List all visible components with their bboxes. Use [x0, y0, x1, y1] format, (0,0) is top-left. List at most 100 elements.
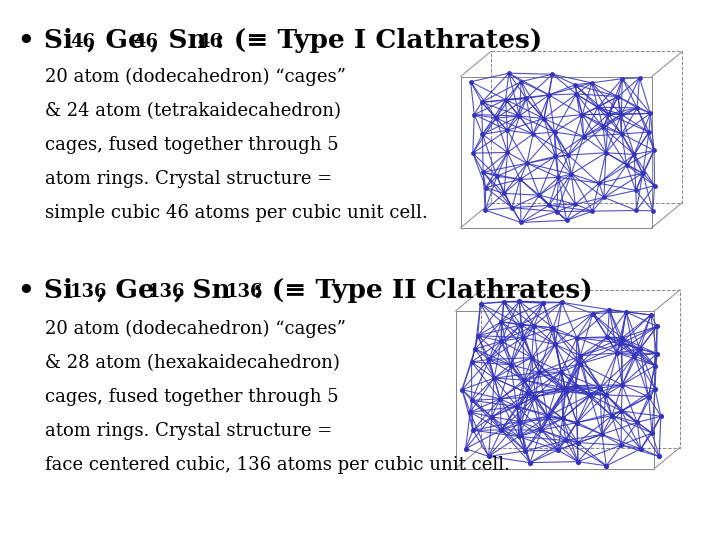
- Point: [524, 458, 536, 467]
- Point: [570, 200, 581, 208]
- Point: [517, 333, 528, 342]
- Point: [586, 78, 598, 87]
- Point: [494, 395, 505, 403]
- Point: [503, 69, 515, 78]
- Point: [634, 345, 646, 354]
- Point: [472, 332, 484, 340]
- Text: 20 atom (dodecahedron) “cages”: 20 atom (dodecahedron) “cages”: [45, 68, 346, 86]
- Point: [570, 80, 581, 89]
- Point: [593, 179, 605, 187]
- Point: [549, 152, 561, 160]
- Point: [549, 127, 560, 136]
- Text: , Sn: , Sn: [150, 28, 207, 53]
- Point: [516, 77, 527, 86]
- Point: [514, 175, 526, 184]
- Point: [505, 360, 516, 369]
- Text: : (≡ Type II Clathrates): : (≡ Type II Clathrates): [253, 278, 593, 303]
- Point: [570, 90, 582, 98]
- Point: [571, 334, 582, 342]
- Point: [466, 396, 477, 404]
- Point: [516, 218, 527, 227]
- Text: cages, fused together through 5: cages, fused together through 5: [45, 388, 338, 406]
- Point: [648, 146, 660, 155]
- Point: [476, 98, 487, 106]
- Point: [630, 186, 642, 195]
- Text: • Si: • Si: [18, 278, 73, 303]
- Point: [571, 418, 582, 427]
- Point: [631, 206, 642, 215]
- Point: [620, 308, 631, 316]
- Point: [486, 413, 498, 421]
- Point: [474, 299, 486, 308]
- Point: [477, 168, 489, 177]
- Point: [483, 355, 495, 364]
- Point: [513, 417, 525, 426]
- Text: , Sn: , Sn: [174, 278, 230, 303]
- Text: atom rings. Crystal structure =: atom rings. Crystal structure =: [45, 170, 332, 188]
- Point: [598, 193, 610, 201]
- Point: [556, 298, 567, 307]
- Point: [575, 352, 586, 360]
- Point: [637, 169, 649, 178]
- Point: [500, 95, 511, 104]
- Point: [587, 207, 598, 215]
- Point: [543, 201, 554, 210]
- Text: 46: 46: [70, 33, 95, 51]
- Point: [598, 123, 609, 132]
- Point: [538, 114, 549, 123]
- Point: [467, 149, 479, 158]
- Text: , Ge: , Ge: [87, 28, 145, 53]
- Point: [655, 412, 667, 421]
- Point: [456, 385, 468, 394]
- Text: atom rings. Crystal structure =: atom rings. Crystal structure =: [45, 422, 332, 440]
- Point: [526, 353, 537, 362]
- Point: [521, 94, 532, 103]
- Point: [577, 132, 589, 141]
- Point: [606, 411, 618, 420]
- Point: [616, 339, 627, 348]
- Point: [557, 414, 568, 423]
- Point: [530, 393, 541, 401]
- Point: [561, 216, 572, 225]
- Point: [653, 452, 665, 461]
- Text: 46: 46: [133, 33, 158, 51]
- Point: [570, 381, 581, 390]
- Text: , Ge: , Ge: [97, 278, 155, 303]
- Text: 136: 136: [226, 283, 264, 301]
- Point: [465, 77, 477, 86]
- Point: [652, 322, 663, 330]
- Point: [587, 309, 598, 318]
- Point: [560, 436, 572, 445]
- Point: [559, 384, 571, 393]
- Point: [469, 110, 480, 119]
- Point: [506, 204, 518, 212]
- Text: : (≡ Type I Clathrates): : (≡ Type I Clathrates): [215, 28, 542, 53]
- Point: [537, 299, 549, 307]
- Point: [647, 429, 658, 437]
- Point: [480, 206, 491, 214]
- Point: [513, 432, 525, 441]
- Point: [520, 447, 531, 455]
- Point: [495, 426, 507, 434]
- Point: [495, 318, 507, 326]
- Point: [490, 114, 502, 123]
- Point: [562, 151, 574, 159]
- Text: 136: 136: [70, 283, 107, 301]
- Point: [592, 103, 603, 112]
- Point: [469, 345, 481, 353]
- Point: [635, 444, 647, 453]
- Point: [521, 159, 533, 167]
- Point: [616, 441, 627, 449]
- Text: 136: 136: [148, 283, 186, 301]
- Point: [616, 130, 627, 138]
- Point: [491, 172, 503, 180]
- Point: [565, 170, 577, 178]
- Point: [464, 408, 476, 416]
- Point: [534, 368, 545, 377]
- Point: [645, 310, 657, 319]
- Point: [483, 452, 495, 461]
- Point: [643, 128, 654, 137]
- Point: [616, 407, 627, 415]
- Point: [549, 340, 561, 349]
- Point: [513, 297, 525, 306]
